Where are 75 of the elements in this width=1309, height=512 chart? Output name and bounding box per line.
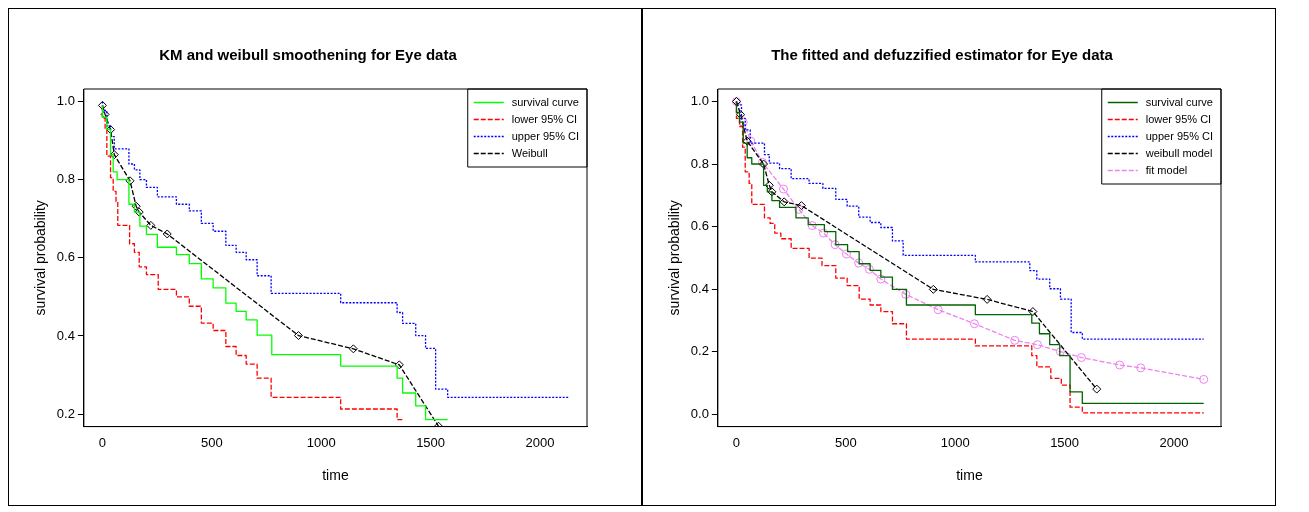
x-tick-label: 0 <box>98 434 107 450</box>
legend-label: upper 95% CI <box>511 129 579 142</box>
legend-label: survival curve <box>1145 95 1213 108</box>
point <box>131 201 141 211</box>
x-tick-label: 500 <box>834 434 857 450</box>
y-tick-label: 0.6 <box>690 218 709 234</box>
y-tick-label: 0.2 <box>690 343 709 359</box>
point <box>969 319 979 329</box>
y-tick-label: 0.6 <box>56 249 75 265</box>
y-tick-label: 0.4 <box>690 280 709 296</box>
legend-label: Weibull <box>511 146 548 159</box>
legend-label: lower 95% CI <box>1145 112 1212 125</box>
point <box>1136 363 1146 373</box>
point <box>807 221 817 231</box>
point <box>293 331 303 341</box>
x-tick-label: 0 <box>732 434 741 450</box>
legend-label: lower 95% CI <box>511 112 578 125</box>
point <box>854 258 864 268</box>
point <box>1199 374 1209 384</box>
point <box>125 176 135 186</box>
y-axis-title: survival probability <box>32 200 49 316</box>
point <box>933 305 943 315</box>
x-axis-title: time <box>956 467 983 484</box>
x-tick-label: 1500 <box>1050 434 1080 450</box>
point <box>1115 360 1125 370</box>
point <box>928 284 938 294</box>
x-tick-label: 2000 <box>1159 434 1189 450</box>
point <box>738 117 748 127</box>
point <box>394 360 404 370</box>
x-tick-label: 2000 <box>525 434 555 450</box>
x-tick-label: 500 <box>200 434 223 450</box>
point <box>764 180 774 190</box>
point <box>1092 384 1102 394</box>
point <box>1032 340 1042 350</box>
point <box>134 207 144 217</box>
y-tick-label: 0.2 <box>56 405 75 421</box>
point <box>864 264 874 274</box>
y-tick-label: 0.8 <box>690 155 709 171</box>
point <box>742 136 752 146</box>
point <box>779 197 789 207</box>
y-tick-label: 0.8 <box>56 171 75 187</box>
x-tick-label: 1000 <box>940 434 970 450</box>
point <box>901 289 911 299</box>
point <box>1010 335 1020 345</box>
point <box>97 100 107 110</box>
point <box>162 229 172 239</box>
point <box>842 249 851 259</box>
point <box>1055 347 1065 357</box>
chart-title: KM and weibull smoothening for Eye data <box>159 46 458 64</box>
legend-label: upper 95% CI <box>1145 129 1213 142</box>
y-tick-label: 0.4 <box>56 327 75 343</box>
y-tick-label: 1.0 <box>56 93 75 109</box>
point <box>1076 353 1086 363</box>
x-axis-title: time <box>322 467 349 484</box>
point <box>1028 307 1038 317</box>
point <box>106 125 116 135</box>
point <box>779 184 788 194</box>
point <box>982 294 992 304</box>
legend-label: fit model <box>1145 163 1188 176</box>
point <box>109 150 119 160</box>
y-tick-label: 1.0 <box>690 93 709 109</box>
y-tick-label: 0.0 <box>690 405 709 421</box>
point <box>876 274 886 284</box>
point <box>830 240 840 250</box>
legend-label: survival curve <box>511 95 579 108</box>
y-axis-title: survival probability <box>666 200 683 316</box>
point <box>819 228 829 238</box>
point <box>767 187 777 197</box>
x-tick-label: 1000 <box>306 434 336 450</box>
chart-title: The fitted and defuzzified estimator for Eye data <box>771 46 1114 64</box>
point <box>348 344 358 354</box>
legend-label: weibull model <box>1144 146 1213 159</box>
point <box>746 136 756 146</box>
point <box>146 220 156 230</box>
x-tick-label: 1500 <box>416 434 446 450</box>
